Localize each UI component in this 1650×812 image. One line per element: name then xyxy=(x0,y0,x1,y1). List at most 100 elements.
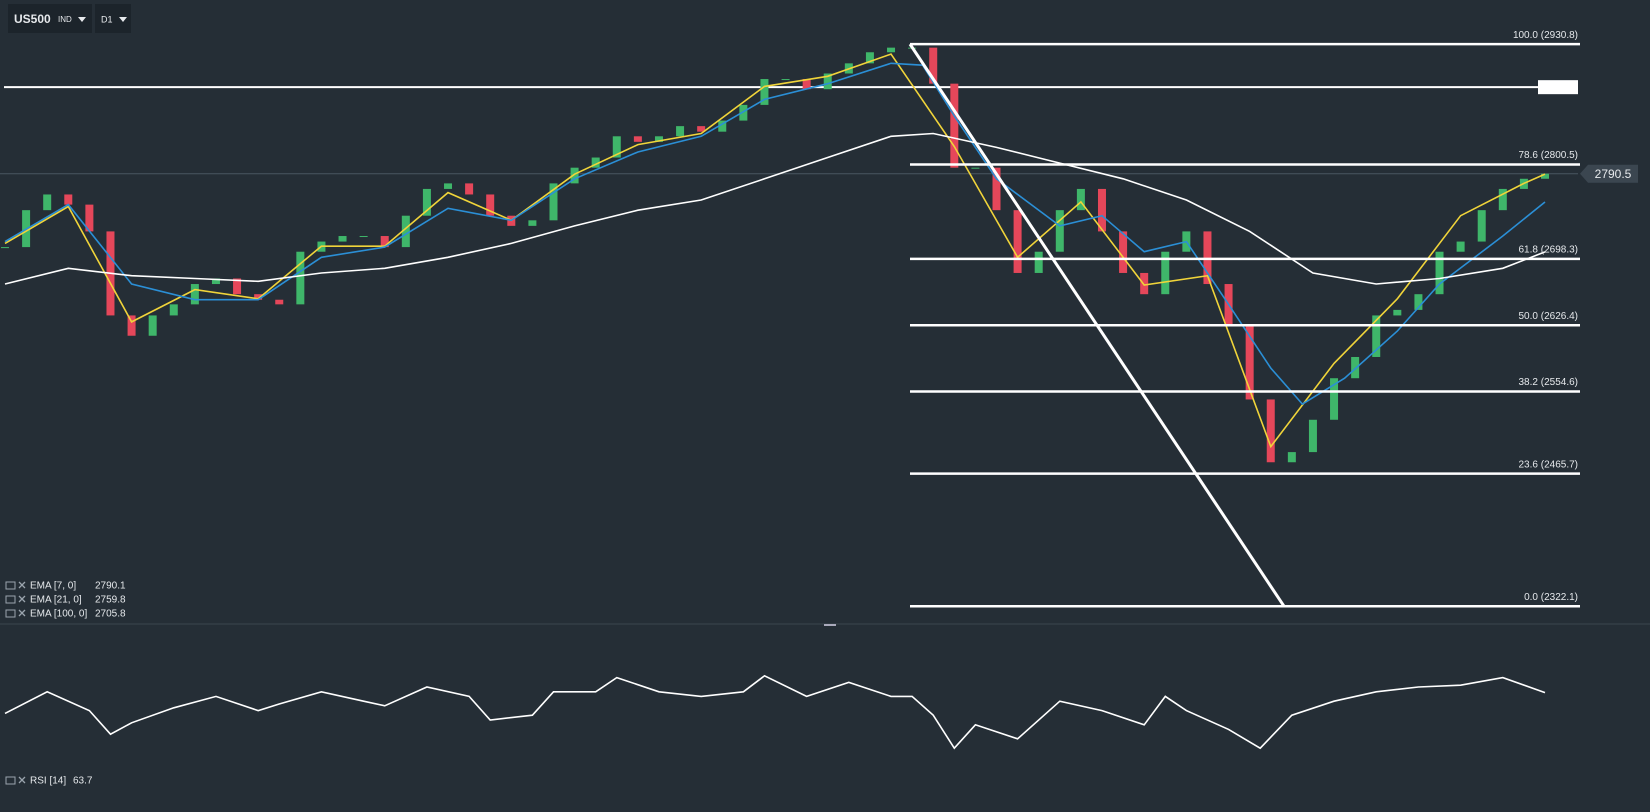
candle xyxy=(739,104,748,121)
candle xyxy=(1414,294,1423,310)
candle xyxy=(654,136,663,142)
trend-line xyxy=(908,43,1286,608)
fib-label: 61.8 (2698.3) xyxy=(1519,244,1579,255)
candle xyxy=(697,126,706,132)
legend-value: 2705.8 xyxy=(95,609,126,620)
legend-name: EMA [100, 0] xyxy=(30,609,87,620)
legend: EMA [7, 0] 2790.1 EMA [21, 0] 2759.8 EMA [10… xyxy=(5,581,126,787)
candle xyxy=(718,120,727,132)
candle xyxy=(528,220,537,226)
market: IND xyxy=(58,15,72,24)
candle xyxy=(1055,210,1064,252)
candle xyxy=(971,167,980,169)
fib-label: 50.0 (2626.4) xyxy=(1519,311,1579,322)
candle xyxy=(190,284,199,305)
ema-line xyxy=(4,132,1546,285)
candle xyxy=(591,157,600,168)
candle xyxy=(233,278,242,295)
legend-icon xyxy=(5,609,16,618)
candle xyxy=(1372,315,1381,357)
candle xyxy=(760,79,769,105)
dropdown-arrow xyxy=(119,17,127,22)
price-tag-label: 2790.5 xyxy=(1595,167,1632,181)
candle xyxy=(802,79,811,90)
candle xyxy=(380,236,389,248)
candle xyxy=(43,194,52,211)
candle xyxy=(1351,356,1360,379)
candle xyxy=(1541,173,1549,179)
fib-label: 38.2 (2554.6) xyxy=(1519,377,1579,388)
candle xyxy=(211,278,220,285)
legend-name: EMA [21, 0] xyxy=(30,595,82,606)
candle xyxy=(401,215,410,248)
rsi-line xyxy=(4,674,1546,750)
level-tag xyxy=(1538,80,1578,95)
legend-icon xyxy=(5,581,16,590)
candle xyxy=(1013,210,1022,273)
candle xyxy=(444,183,453,189)
candle xyxy=(887,47,896,53)
candle xyxy=(1161,251,1170,295)
candle xyxy=(64,194,73,205)
candle xyxy=(169,304,178,316)
candle xyxy=(85,204,94,232)
candle xyxy=(950,83,959,168)
legend-icon xyxy=(5,776,16,785)
ema-line xyxy=(4,62,1546,406)
candle xyxy=(1076,188,1085,211)
symbol: US500 xyxy=(14,12,51,26)
candle xyxy=(1119,231,1128,273)
legend-remove xyxy=(18,776,26,784)
candle xyxy=(148,315,157,336)
candle xyxy=(127,315,136,336)
candle xyxy=(633,136,642,142)
fib-label: 23.6 (2465.7) xyxy=(1519,459,1579,470)
candle xyxy=(676,126,685,137)
toolbar: US500 IND D1 xyxy=(8,4,131,33)
fib-label: 0.0 (2322.1) xyxy=(1524,592,1578,603)
timeframe: D1 xyxy=(101,14,113,24)
legend-remove xyxy=(18,595,26,603)
candle xyxy=(1456,241,1465,252)
candle xyxy=(1498,188,1507,211)
candle xyxy=(1330,378,1339,420)
price-panel: 100.0 (2930.8) 78.6 (2800.5) 61.8 (2698.3)… xyxy=(0,30,1638,608)
legend-value: 2759.8 xyxy=(95,595,126,606)
legend-icon xyxy=(5,595,16,604)
ema-line xyxy=(4,53,1546,449)
candle xyxy=(929,47,938,84)
candle xyxy=(1287,452,1296,463)
symbol-selector[interactable] xyxy=(8,4,92,33)
legend-remove xyxy=(18,609,26,617)
candle xyxy=(1034,251,1043,273)
legend-remove xyxy=(18,581,26,589)
candle xyxy=(465,183,474,195)
legend-value: 63.7 xyxy=(73,776,93,787)
candle xyxy=(570,167,579,184)
candle xyxy=(422,188,431,216)
candle xyxy=(296,251,305,305)
candle xyxy=(1140,272,1149,295)
fib-label: 100.0 (2930.8) xyxy=(1513,30,1578,41)
legend-name: RSI [14] xyxy=(30,776,66,787)
candle xyxy=(1435,251,1444,295)
candle xyxy=(486,194,495,216)
candle xyxy=(1,247,9,249)
candle xyxy=(781,79,790,81)
rsi-panel xyxy=(4,674,1546,750)
legend-name: EMA [7, 0] xyxy=(30,581,76,592)
price-tag xyxy=(1580,164,1638,183)
candle xyxy=(275,299,284,305)
candle xyxy=(359,236,368,238)
candle xyxy=(1097,188,1106,232)
legend-value: 2790.1 xyxy=(95,581,126,592)
candle xyxy=(1393,309,1402,316)
candle xyxy=(1245,325,1254,400)
candle xyxy=(254,294,263,300)
candle xyxy=(823,73,832,90)
candle xyxy=(1266,399,1275,463)
fib-label: 78.6 (2800.5) xyxy=(1519,150,1579,161)
